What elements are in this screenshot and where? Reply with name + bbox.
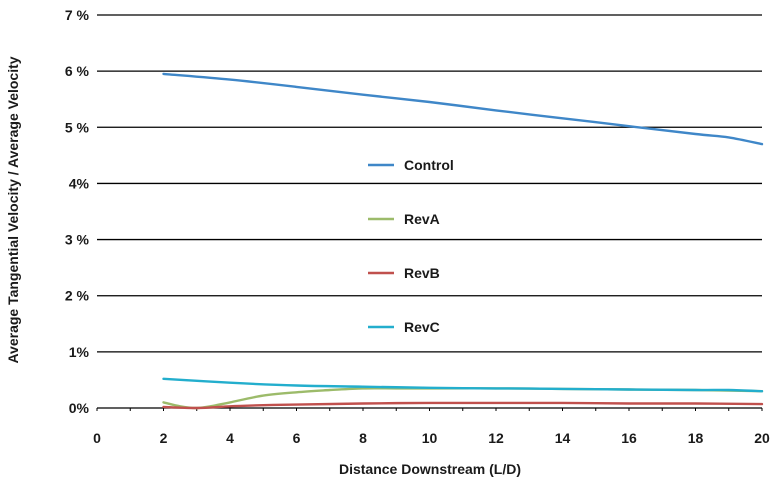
y-axis-title: Average Tangential Velocity / Average Ve… — [5, 56, 21, 363]
y-tick-label: 1% — [69, 344, 90, 360]
series-lines — [162, 72, 764, 410]
y-tick-label: 5 % — [65, 119, 90, 135]
x-tick-label: 4 — [226, 430, 234, 446]
x-tick-label: 12 — [488, 430, 504, 446]
x-tick-label: 8 — [359, 430, 367, 446]
series-line-control — [162, 72, 764, 146]
y-tick-label: 3 % — [65, 232, 90, 248]
x-tick-label: 10 — [422, 430, 438, 446]
y-tick-label: 2 % — [65, 288, 90, 304]
gridlines — [97, 14, 762, 353]
series-line-revc — [162, 377, 764, 393]
legend-label-control: Control — [404, 157, 454, 173]
x-tick-label: 6 — [293, 430, 301, 446]
axis-labels: Distance Downstream (L/D) Average Tangen… — [5, 56, 521, 477]
legend-label-revb: RevB — [404, 265, 440, 281]
x-tick-label: 2 — [160, 430, 168, 446]
x-tick-label: 0 — [93, 430, 101, 446]
y-tick-label: 4% — [69, 175, 90, 191]
x-tick-label: 18 — [688, 430, 704, 446]
y-tick-label: 6 % — [65, 63, 90, 79]
x-tick-label: 14 — [555, 430, 571, 446]
legend-label-reva: RevA — [404, 211, 440, 227]
y-tick-label: 7 % — [65, 7, 90, 23]
y-tick-label: 0% — [69, 400, 90, 416]
x-tick-label: 16 — [621, 430, 637, 446]
series-line-revb — [162, 401, 764, 410]
legend: Control RevA RevB RevC — [368, 157, 454, 335]
x-axis-title: Distance Downstream (L/D) — [339, 461, 521, 477]
x-tick-label: 20 — [754, 430, 770, 446]
axes: 0% 1% 2 % 3 % 4% 5 % 6 % 7 % 0 2 4 6 8 10 12 14 16 18 20 — [65, 7, 770, 446]
legend-label-revc: RevC — [404, 319, 440, 335]
